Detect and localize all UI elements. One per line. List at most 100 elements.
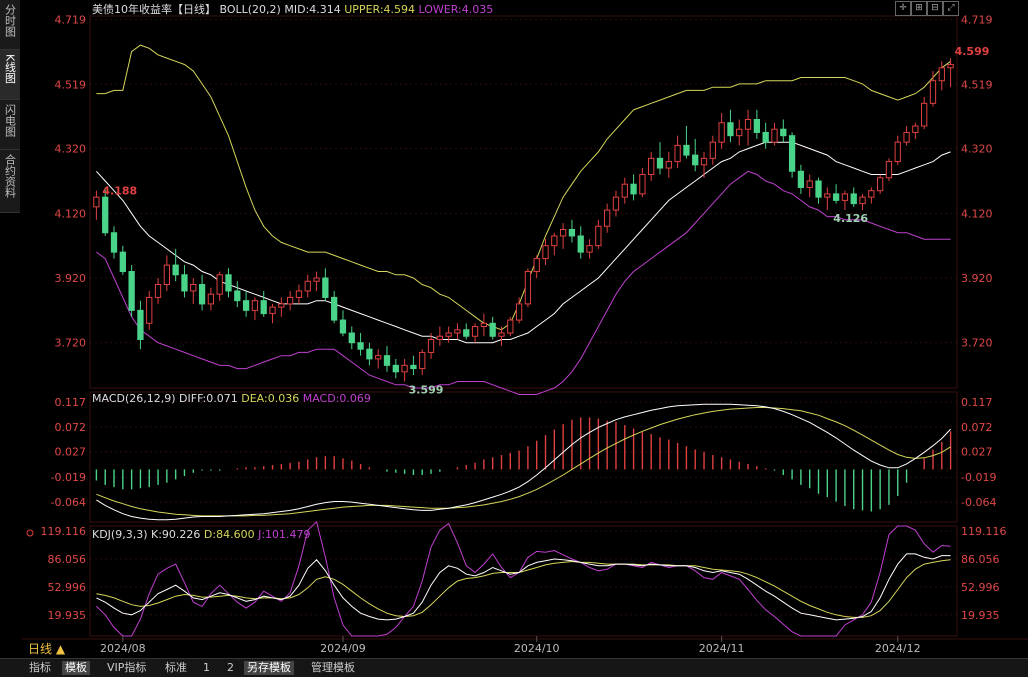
macd-value: MACD:0.069	[303, 392, 371, 405]
dea-line	[96, 407, 951, 517]
candle-up	[454, 329, 461, 334]
tab-standard[interactable]: 标准	[165, 661, 187, 674]
manage-templates-button[interactable]: 管理模板	[311, 661, 355, 674]
candle-down	[137, 309, 144, 340]
candle-down	[225, 274, 232, 292]
candle-up	[93, 196, 100, 208]
candle-up	[674, 144, 681, 163]
kdj-tick-right: 86.056	[961, 553, 1000, 566]
candle-up	[612, 196, 620, 211]
annotation-high: 4.599	[955, 45, 990, 58]
price-tick-right: 4.120	[961, 207, 993, 220]
candle-down	[815, 180, 822, 198]
candle-down	[383, 355, 391, 366]
price-tick-right: 4.519	[961, 78, 993, 91]
candle-up	[207, 293, 215, 305]
tab-contract-info[interactable]: 合约资料	[0, 150, 20, 213]
tab-template-2[interactable]: 2	[227, 661, 234, 674]
boll-lower-line	[96, 170, 951, 395]
candle-down	[102, 196, 109, 234]
candle-up	[401, 364, 408, 373]
boll-indicator-label: BOLL(20,2)	[216, 3, 281, 16]
k-line	[96, 553, 951, 621]
candle-down	[260, 300, 267, 315]
candle-down	[119, 251, 126, 273]
k-value: K:90.226	[151, 528, 204, 541]
candle-down	[242, 300, 250, 311]
kdj-tick-right: 119.116	[961, 525, 1007, 538]
tab-indicators[interactable]: 指标	[29, 661, 51, 674]
tab-timeshare[interactable]: 分时图	[0, 0, 20, 50]
candle-up	[190, 283, 197, 292]
boll-lower-value: LOWER:4.035	[415, 3, 493, 16]
expand-icon[interactable]: ⤢	[943, 1, 959, 16]
candle-up	[163, 264, 170, 285]
candle-up	[154, 283, 162, 298]
crosshair-icon[interactable]: ✛	[895, 1, 911, 16]
candle-up	[269, 306, 276, 315]
save-template-button[interactable]: 另存模板	[244, 661, 294, 675]
candle-down	[392, 364, 399, 373]
macd-tick-right: 0.027	[961, 446, 993, 459]
tab-templates[interactable]: 模板	[62, 661, 90, 675]
period-selector[interactable]: 日线 ▲	[28, 642, 66, 656]
candle-up	[427, 338, 435, 353]
candle-up	[947, 64, 954, 69]
macd-panel	[95, 403, 952, 521]
candle-up	[559, 228, 567, 237]
candle-up	[639, 174, 646, 195]
candle-up	[744, 119, 752, 130]
macd-tick-right: 0.117	[961, 396, 993, 409]
candle-down	[181, 274, 188, 292]
macd-indicator-label: MACD(26,12,9)	[92, 392, 179, 405]
macd-tick-left: 0.072	[55, 421, 87, 434]
candle-up	[278, 303, 285, 308]
x-tick-label: 2024/12	[875, 642, 921, 655]
candle-down	[832, 193, 840, 201]
macd-tick-left: 0.117	[55, 396, 87, 409]
candle-down	[172, 264, 179, 276]
tab-template-1[interactable]: 1	[203, 661, 210, 674]
zoom-in-icon[interactable]: ⊞	[911, 1, 927, 16]
candle-down	[128, 271, 135, 311]
candle-down	[339, 319, 347, 334]
macd-tick-right: -0.064	[961, 496, 996, 509]
kdj-indicator-label: KDJ(9,3,3)	[92, 528, 151, 541]
candle-up	[551, 235, 558, 247]
candle-down	[463, 329, 470, 337]
candle-up	[894, 141, 901, 163]
candle-up	[736, 128, 743, 137]
zoom-out-icon[interactable]: ⊟	[927, 1, 943, 16]
boll-upper-value: UPPER:4.594	[341, 3, 415, 16]
candle-down	[797, 170, 805, 188]
annotation-early-high: 4.188	[102, 185, 137, 198]
macd-tick-right: 0.072	[961, 421, 993, 434]
candle-up	[718, 122, 725, 143]
candle-down	[410, 364, 417, 370]
candle-up	[286, 296, 294, 305]
candle-up	[921, 102, 928, 127]
candle-up	[295, 290, 303, 298]
candle-up	[841, 193, 849, 201]
candle-up	[304, 280, 311, 292]
macd-tick-right: -0.019	[961, 471, 996, 484]
settings-icon	[26, 529, 34, 537]
candle-up	[859, 196, 866, 205]
candle-up	[665, 161, 672, 169]
candle-up	[929, 80, 937, 104]
candle-down	[683, 144, 690, 156]
candle-up	[524, 271, 532, 305]
candle-down	[656, 157, 664, 169]
candle-up	[419, 351, 426, 370]
tab-vip-indicators[interactable]: VIP指标	[107, 661, 147, 674]
kdj-tick-left: 86.056	[48, 553, 87, 566]
kdj-panel	[96, 520, 951, 637]
candle-up	[542, 245, 549, 260]
candle-up	[621, 183, 628, 198]
annotation-low: 3.599	[409, 384, 444, 397]
candle-down	[357, 342, 364, 350]
tab-kline[interactable]: K线图	[0, 50, 20, 100]
x-tick-label: 2024/10	[514, 642, 560, 655]
tab-flash[interactable]: 闪电图	[0, 100, 20, 150]
